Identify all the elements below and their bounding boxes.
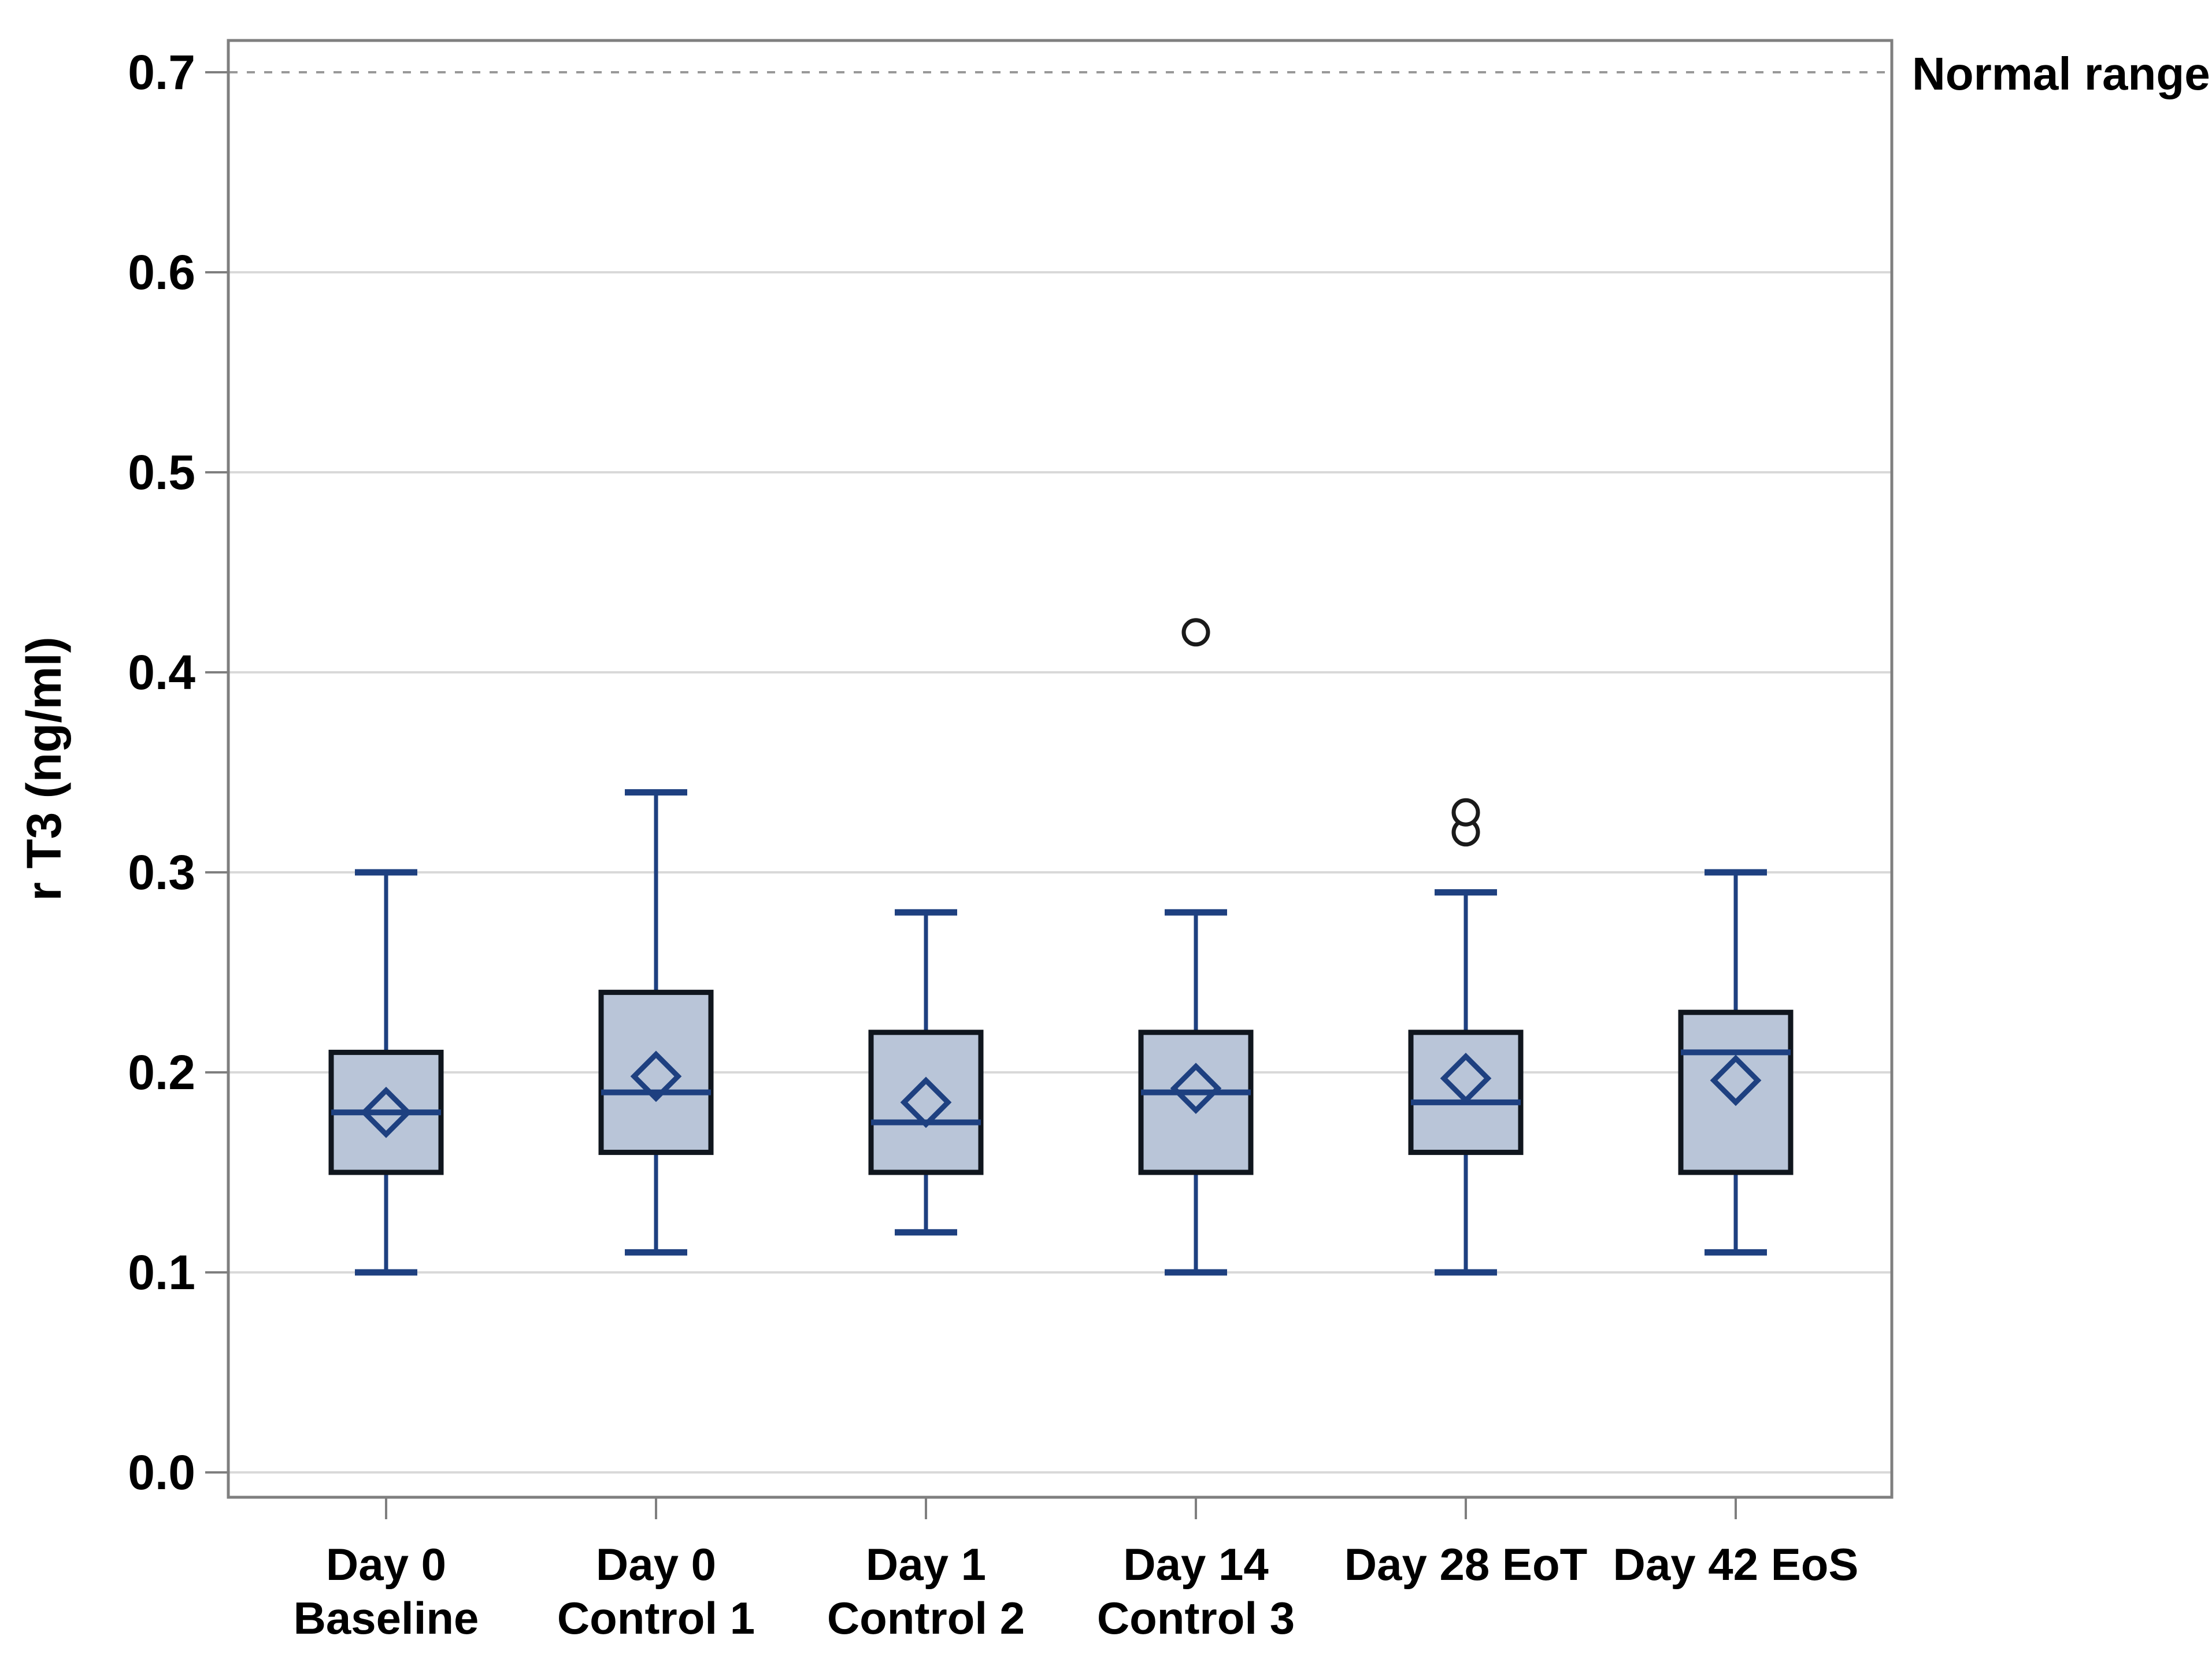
box-plot-6: Day 42 EoS <box>1613 869 1859 1590</box>
x-category-label: Day 0 <box>326 1539 446 1590</box>
y-tick-label: 0.1 <box>128 1245 195 1300</box>
x-category-label: Control 1 <box>557 1593 755 1644</box>
y-axis-tick-labels: 0.0 0.1 0.2 0.3 0.4 0.5 0.6 0.7 <box>128 45 195 1500</box>
x-category-label: Control 3 <box>1097 1593 1295 1644</box>
mean-diamond-marker <box>1710 1054 1762 1106</box>
y-tick-label: 0.3 <box>128 845 195 900</box>
x-category-label: Day 28 EoT <box>1344 1539 1588 1590</box>
y-tick-label: 0.0 <box>128 1445 195 1500</box>
y-tick-label: 0.2 <box>128 1045 195 1100</box>
mean-diamond-marker <box>900 1076 952 1128</box>
x-category-label: Day 1 <box>866 1539 986 1590</box>
y-tick-label: 0.7 <box>128 45 195 99</box>
x-category-label: Day 14 <box>1123 1539 1269 1590</box>
x-category-label: Day 42 EoS <box>1613 1539 1859 1590</box>
outlier-marker <box>1451 798 1480 827</box>
plot-frame <box>227 39 1894 1499</box>
box-plot-5: Day 28 EoT <box>1344 798 1588 1590</box>
normal-range-label: Normal range <box>1912 48 2210 99</box>
x-category-label: Day 0 <box>596 1539 716 1590</box>
mean-diamond-marker <box>630 1050 682 1102</box>
y-axis-title: r T3 (ng/ml) <box>17 636 71 901</box>
iqr-box <box>868 1030 984 1175</box>
iqr-box <box>1138 1030 1254 1175</box>
y-tick-label: 0.5 <box>128 445 195 499</box>
x-category-label: Control 2 <box>827 1593 1025 1644</box>
gridlines <box>229 71 1891 1474</box>
iqr-box <box>1678 1009 1794 1175</box>
mean-diamond-marker <box>1170 1063 1222 1115</box>
iqr-box <box>1408 1030 1524 1155</box>
mean-diamond-marker <box>1440 1053 1492 1104</box>
mean-diamond-marker <box>360 1086 412 1138</box>
y-tick-label: 0.6 <box>128 245 195 299</box>
outlier-marker <box>1181 618 1210 647</box>
x-category-label: Baseline <box>294 1593 479 1644</box>
y-axis-ticks <box>205 71 228 1474</box>
iqr-box <box>598 990 714 1155</box>
y-tick-label: 0.4 <box>128 645 195 699</box>
